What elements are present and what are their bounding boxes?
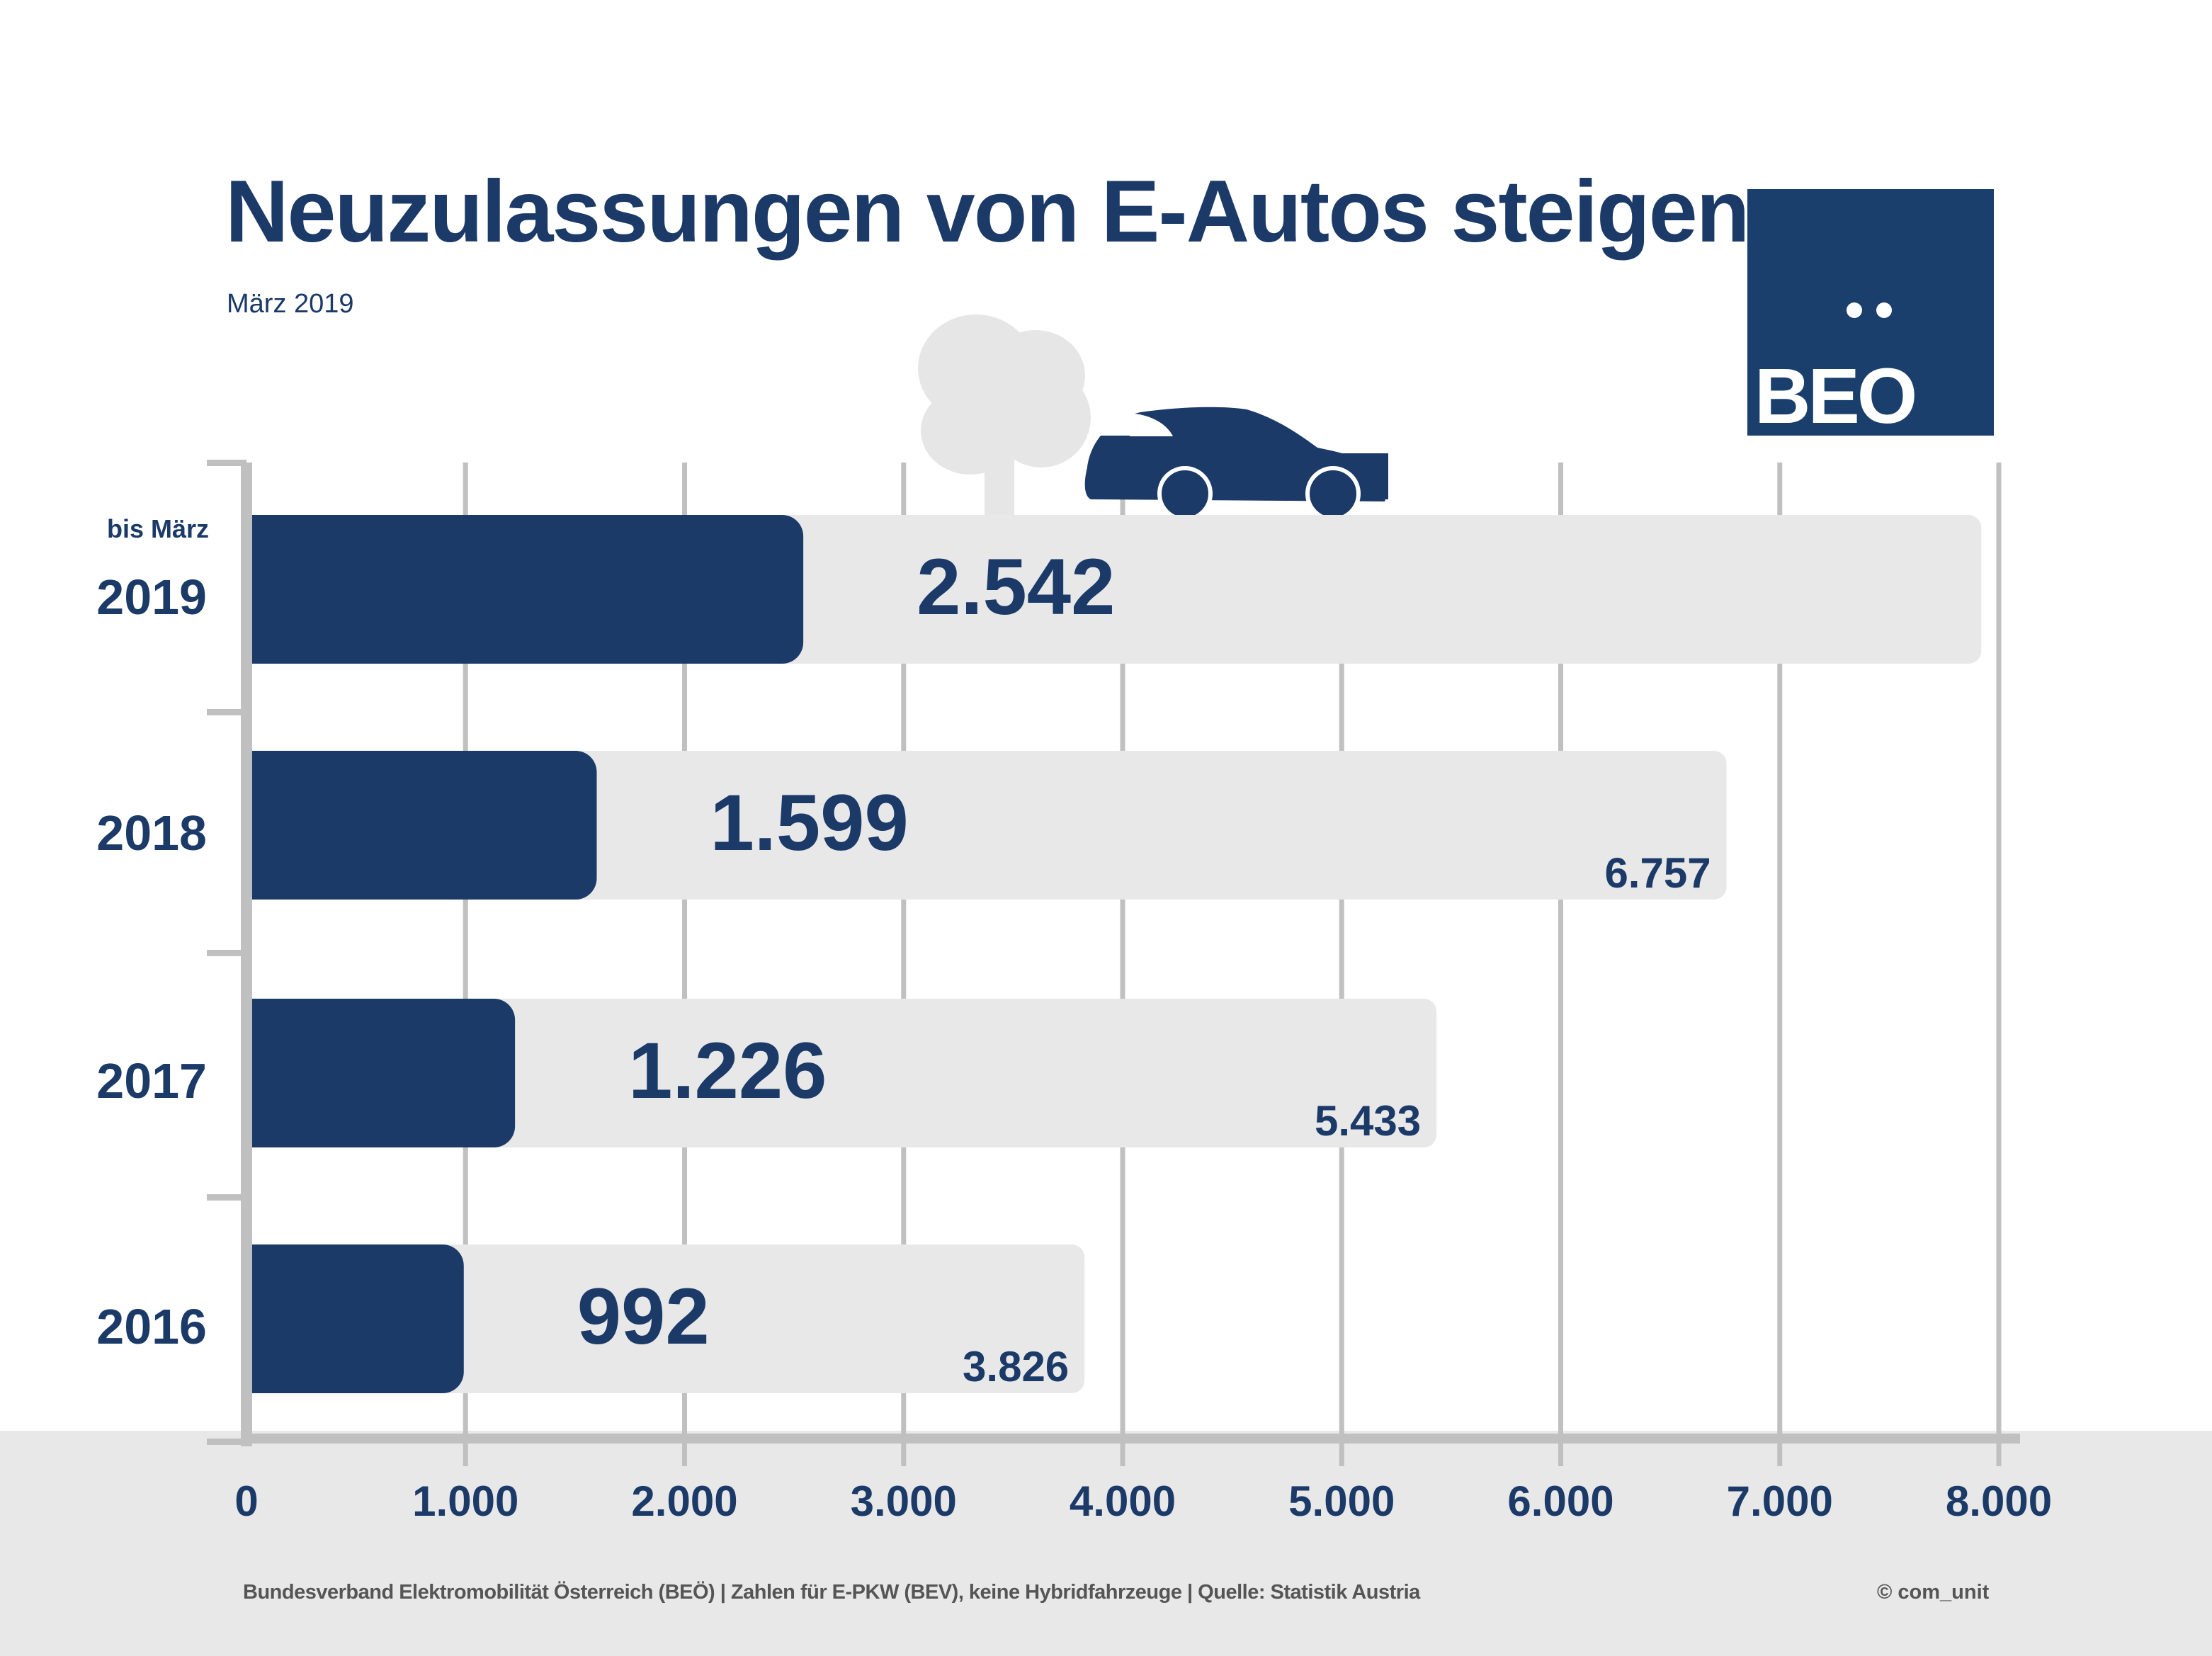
category-label: 2017 (96, 1053, 207, 1108)
footer-source-note: Bundesverband Elektromobilität Österreic… (243, 1581, 1420, 1604)
page-title: Neuzulassungen von E-Autos steigen (225, 163, 1749, 261)
x-axis-line (241, 1434, 2020, 1444)
bar-value (246, 515, 804, 664)
y-axis-tick (207, 1439, 246, 1445)
x-tick-label: 2.000 (631, 1478, 737, 1525)
bars (246, 515, 1982, 1393)
bar-total-label: 6.757 (1604, 849, 1711, 897)
bar-value (246, 1244, 464, 1393)
labels: 0 1.000 2.000 3.000 4.000 5.000 6.000 7.000 8.00… (96, 514, 2052, 1525)
bar-value-label: 1.599 (710, 778, 908, 867)
category-label: 2016 (96, 1299, 207, 1354)
bar-total-label: 3.826 (963, 1343, 1069, 1390)
bar-value-label: 992 (577, 1272, 710, 1361)
beo-logo: BEO (1747, 189, 1994, 436)
y-axis-tick (207, 950, 246, 956)
y-axis-tick (207, 460, 246, 466)
x-tick-label: 6.000 (1507, 1478, 1613, 1525)
bar-total (246, 999, 1437, 1147)
bar-value (246, 999, 516, 1147)
x-tick-label: 8.000 (1946, 1478, 2052, 1525)
x-tick-label: 4.000 (1070, 1478, 1176, 1525)
y-axis-tick (207, 1194, 246, 1201)
umlaut-dots-icon (1847, 302, 1896, 318)
category-label: 2019 (96, 569, 207, 625)
category-label: 2018 (96, 805, 207, 861)
x-tick-label: 0 (234, 1478, 258, 1525)
bar-total (246, 751, 1727, 900)
footer-copyright: © com_unit (1877, 1581, 1990, 1604)
x-tick-label: 1.000 (412, 1478, 518, 1525)
bar-value-label: 1.226 (628, 1026, 827, 1115)
bar-value (246, 751, 597, 900)
bar-total-label: 5.433 (1315, 1097, 1421, 1145)
tree-icon (918, 314, 1091, 517)
bar-value-label: 2.542 (917, 543, 1115, 631)
y-axis-tick (207, 709, 246, 715)
x-tick-label: 7.000 (1727, 1478, 1833, 1525)
category-note: bis März (107, 514, 209, 543)
page-subtitle: März 2019 (227, 289, 354, 319)
axes (207, 460, 2020, 1446)
x-tick-label: 5.000 (1288, 1478, 1395, 1525)
footer-band (0, 1431, 2212, 1656)
logo-text: BEO (1754, 353, 1917, 440)
car-windows (1087, 413, 1173, 436)
x-tick-label: 3.000 (851, 1478, 957, 1525)
